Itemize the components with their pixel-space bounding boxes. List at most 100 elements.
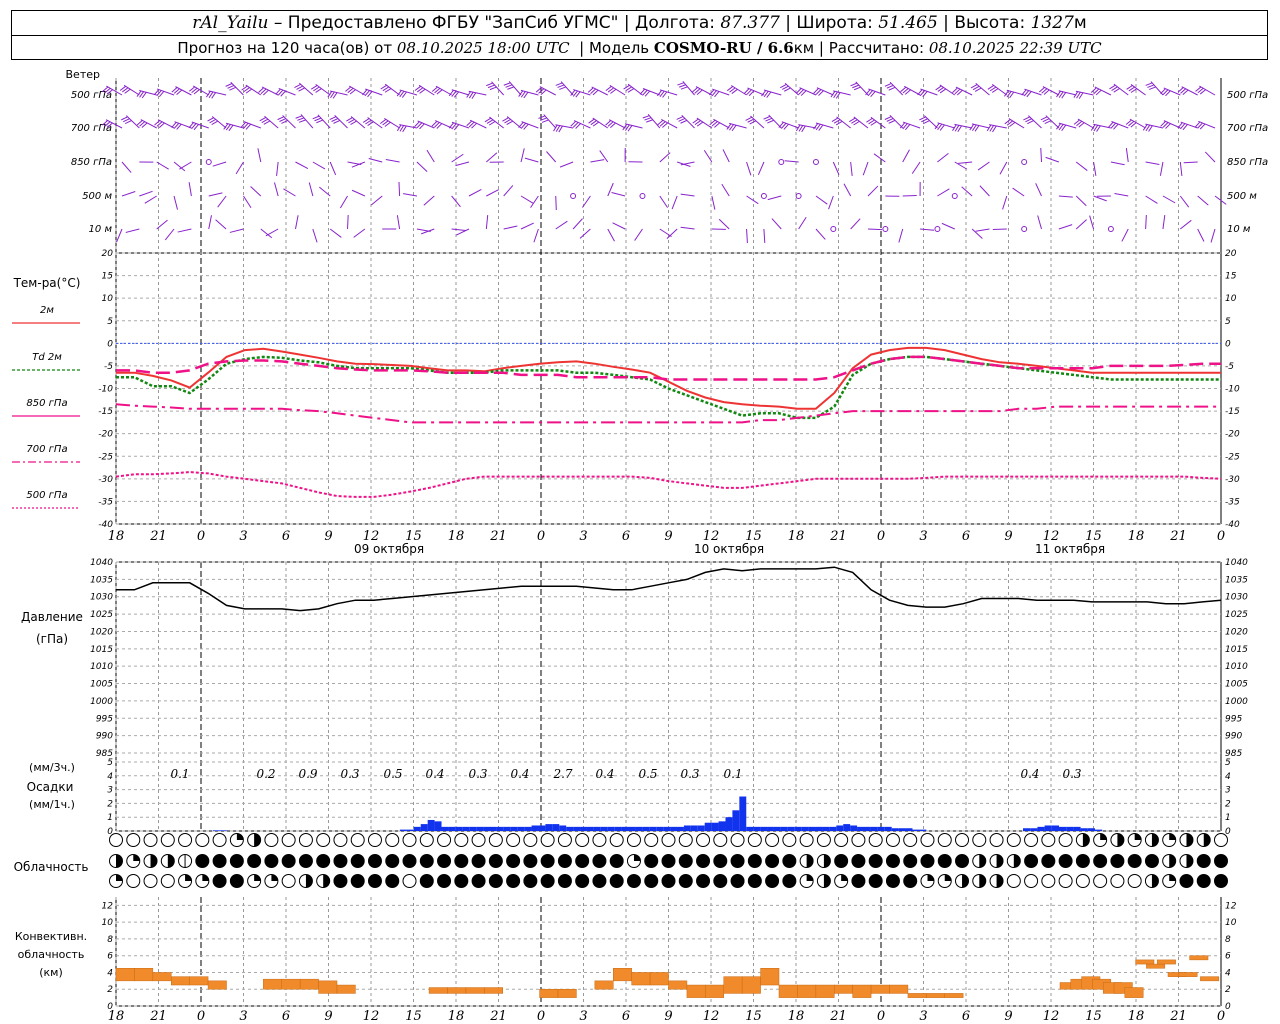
wind-barb-shaft: [384, 83, 400, 96]
cloud-circle: [402, 854, 417, 868]
conv-bar: [1178, 972, 1198, 977]
cloud-circle: [350, 854, 365, 868]
wind-barb-shaft: [971, 123, 990, 129]
td2m-line: [116, 355, 1221, 420]
cloud-quarter: [202, 874, 209, 881]
wind-barb-shaft: [573, 89, 591, 96]
precip-bar: [566, 826, 574, 831]
cloud-quarter: [116, 874, 123, 881]
pressure-tick-right: 1015: [1225, 645, 1248, 655]
cloud-half: [1169, 854, 1176, 868]
wind-barb-feather: [1078, 92, 1084, 99]
wind-barb-shaft: [1028, 115, 1042, 129]
conv-bar: [539, 988, 559, 998]
wind-barb-feather: [487, 84, 495, 89]
wind-barb-shaft: [902, 121, 921, 129]
cloud-circle: [885, 833, 900, 847]
wind-barb-feather: [1199, 89, 1206, 95]
wind-barb-feather: [623, 84, 630, 90]
wind-barb-shaft: [729, 122, 747, 129]
wind-calm: [951, 193, 958, 199]
precip-bar: [857, 826, 864, 831]
hour-label: 3: [919, 1009, 927, 1024]
temp-tick-right: 20: [1225, 249, 1237, 259]
conv-bar: [723, 976, 743, 994]
cloud-circle: [765, 833, 780, 847]
wind-barb-feather: [588, 118, 595, 124]
wind-barb-shaft: [245, 84, 262, 96]
cloud-circle: [609, 874, 624, 888]
wind-barb-shaft: [1045, 115, 1060, 129]
pressure-tick-left: 990: [96, 732, 113, 742]
cloud-circle: [1196, 874, 1211, 888]
wind-barb-feather: [541, 119, 549, 123]
wind-barb-shaft: [1197, 228, 1205, 242]
precip-3h-sum: 0.4: [1020, 767, 1039, 781]
wind-barb-feather: [974, 125, 980, 132]
wind-level-left: 500 гПа: [71, 90, 112, 101]
precip-bar: [496, 826, 504, 831]
wind-barb-feather: [471, 122, 477, 129]
cloud-circle: [488, 854, 503, 868]
wind-barb-feather: [193, 89, 200, 95]
wind-barb-shaft: [1006, 89, 1025, 96]
cloud-half: [823, 874, 831, 888]
wind-barb-feather: [364, 90, 370, 97]
wind-barb-shaft: [486, 152, 498, 163]
cloud-circle: [419, 833, 434, 847]
cloud-circle: [247, 854, 262, 868]
wind-barb-feather: [173, 88, 180, 94]
conv-tick-left: 6: [107, 952, 113, 962]
hour-label: 21: [829, 1009, 847, 1024]
wind-barb-feather: [590, 88, 597, 95]
precip-bar: [580, 826, 587, 831]
hour-label: 3: [579, 1009, 587, 1024]
wind-barb-shaft: [451, 195, 461, 208]
cloud-quarter: [185, 874, 192, 881]
cloud-circle: [454, 854, 469, 868]
precip-bar: [441, 826, 449, 831]
conv-bar: [189, 976, 209, 986]
pressure-tick-left: 1015: [90, 645, 113, 655]
t700-line: [115, 403, 1221, 424]
conv-tick-right: 12: [1225, 901, 1237, 911]
wind-barb-feather: [969, 124, 975, 131]
precip-bar: [843, 824, 851, 831]
wind-barb-shaft: [123, 84, 140, 96]
temp-tick-right: 15: [1225, 272, 1237, 282]
wind-barb-feather: [1165, 123, 1171, 129]
wind-barb-shaft: [225, 122, 244, 129]
wind-barb-feather: [900, 86, 907, 93]
wind-barb-feather: [121, 116, 128, 121]
wind-barb-feather: [646, 119, 653, 123]
wind-barb-shaft: [867, 228, 883, 231]
wind-barb-feather: [917, 89, 923, 96]
precip-3h-sum: 0.5: [638, 767, 657, 781]
wind-barb-feather: [384, 88, 392, 93]
wind-barb-feather: [1182, 89, 1189, 96]
pressure-tick-left: 1025: [90, 610, 113, 620]
cloud-circle: [678, 854, 693, 868]
wind-barb-feather: [558, 125, 563, 133]
wind-barb-feather: [1061, 92, 1067, 99]
wind-barb-shaft: [591, 86, 609, 96]
wind-barb-feather: [1058, 91, 1064, 98]
wind-barb-feather: [1006, 91, 1012, 98]
wind-barb-feather: [592, 89, 599, 96]
wind-barb-feather: [1058, 124, 1064, 131]
cloud-circle: [1075, 854, 1090, 868]
wind-barb-feather: [1056, 90, 1061, 98]
wind-barb-shaft: [173, 195, 178, 210]
precip-3h-sum: 0.3: [340, 767, 359, 781]
cloud-circle: [506, 854, 521, 868]
wind-barb-shaft: [106, 85, 123, 96]
wind-barb-shaft: [164, 228, 175, 241]
cloud-circle: [747, 874, 762, 888]
wind-barb-feather: [610, 88, 617, 94]
wind-barb-shaft: [607, 182, 614, 197]
wind-barb-shaft: [746, 195, 759, 205]
wind-barb-feather: [401, 91, 407, 98]
temp-tick-left: 0: [107, 339, 113, 349]
wind-barb-feather: [431, 120, 438, 127]
cloud-half: [823, 854, 831, 868]
